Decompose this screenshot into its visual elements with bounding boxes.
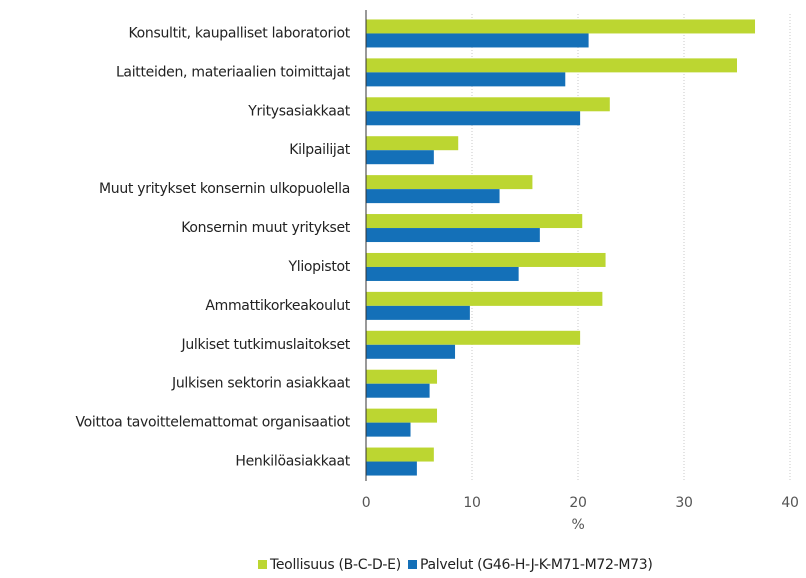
bar xyxy=(366,33,589,48)
bar xyxy=(366,175,533,190)
y-tick-label: Yliopistot xyxy=(287,259,350,275)
y-tick-label: Ammattikorkeakoulut xyxy=(205,298,350,314)
legend-label: Teollisuus (B-C-D-E) xyxy=(269,557,401,573)
bar xyxy=(366,111,581,126)
y-tick-label: Voittoa tavoittelemattomat organisaatiot xyxy=(75,415,350,431)
y-tick-label: Henkilöasiakkaat xyxy=(235,454,350,470)
y-tick-label: Konsernin muut yritykset xyxy=(181,220,351,236)
bar xyxy=(366,408,438,423)
bar xyxy=(366,344,456,359)
bar xyxy=(366,266,519,281)
bar xyxy=(366,97,610,112)
x-tick-label: 20 xyxy=(569,495,586,511)
bar xyxy=(366,369,438,384)
x-tick-label: 0 xyxy=(362,495,371,511)
y-tick-label: Konsultit, kaupalliset laboratoriot xyxy=(128,25,350,41)
y-tick-label: Kilpailijat xyxy=(289,142,351,158)
bar xyxy=(366,447,434,462)
bar xyxy=(366,228,540,243)
bar xyxy=(366,150,434,165)
bar xyxy=(366,19,756,34)
y-tick-label: Yritysasiakkaat xyxy=(247,103,351,119)
y-tick-label: Muut yritykset konsernin ulkopuolella xyxy=(99,181,350,197)
y-tick-label: Julkiset tutkimuslaitokset xyxy=(180,337,350,353)
bar xyxy=(366,330,581,345)
bar xyxy=(366,189,500,204)
bar xyxy=(366,291,603,306)
bar xyxy=(366,72,566,87)
bar xyxy=(366,252,606,267)
x-tick-label: 30 xyxy=(675,495,692,511)
bar xyxy=(366,461,417,476)
bar xyxy=(366,136,459,151)
bar xyxy=(366,383,430,398)
x-axis-label: % xyxy=(571,517,584,533)
legend-swatch xyxy=(258,560,267,569)
x-tick-label: 40 xyxy=(781,495,798,511)
y-tick-label: Laitteiden, materiaalien toimittajat xyxy=(116,64,351,80)
x-tick-label: 10 xyxy=(463,495,480,511)
y-tick-label: Julkisen sektorin asiakkaat xyxy=(171,376,351,392)
legend-label: Palvelut (G46-H-J-K-M71-M72-M73) xyxy=(420,557,653,573)
bar xyxy=(366,422,411,437)
legend-swatch xyxy=(408,560,417,569)
bar xyxy=(366,305,470,320)
bar xyxy=(366,214,583,229)
bar xyxy=(366,58,737,73)
